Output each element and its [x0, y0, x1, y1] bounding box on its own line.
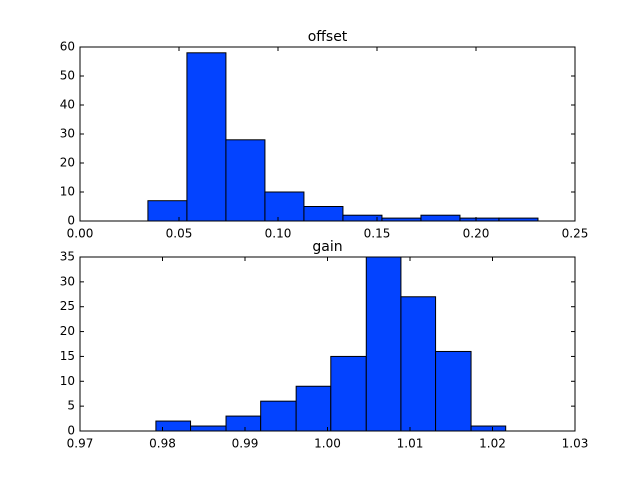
bar [225, 415, 262, 432]
chart-title: offset [308, 29, 348, 45]
bar [470, 425, 507, 432]
bar [303, 206, 344, 222]
y-tick-label: 0 [67, 424, 75, 438]
x-tick-label: 0.10 [265, 227, 292, 241]
x-tick-label: 0.05 [166, 227, 193, 241]
y-tick-label: 20 [60, 156, 75, 170]
y-tick-label: 15 [60, 349, 75, 363]
x-tick-label: 0.97 [67, 437, 94, 451]
chart-title: gain [312, 239, 342, 255]
y-tick-label: 0 [67, 214, 75, 228]
y-tick-label: 60 [60, 40, 75, 54]
bar [435, 350, 472, 432]
x-tick-label: 1.02 [479, 437, 506, 451]
bar [260, 400, 297, 432]
bar [190, 425, 227, 432]
bar [342, 214, 383, 222]
x-tick-label: 0.99 [232, 437, 259, 451]
bar [420, 214, 461, 222]
y-tick-label: 30 [60, 127, 75, 141]
bar [186, 52, 227, 222]
y-tick-label: 10 [60, 374, 75, 388]
x-tick-label: 0.15 [364, 227, 391, 241]
x-tick-label: 0.00 [67, 227, 94, 241]
x-tick-label: 0.98 [149, 437, 176, 451]
x-tick-label: 1.03 [562, 437, 589, 451]
x-tick-label: 1.01 [397, 437, 424, 451]
bar [147, 200, 188, 222]
y-tick-label: 35 [60, 250, 75, 264]
x-tick-label: 0.25 [562, 227, 589, 241]
y-tick-label: 50 [60, 69, 75, 83]
bar [365, 256, 402, 432]
bar [155, 420, 192, 432]
y-tick-label: 25 [60, 299, 75, 313]
y-tick-label: 20 [60, 324, 75, 338]
bar [225, 139, 266, 222]
x-tick-label: 1.00 [314, 437, 341, 451]
bar [295, 385, 332, 432]
y-tick-label: 40 [60, 98, 75, 112]
y-tick-label: 10 [60, 185, 75, 199]
axes-frame [79, 46, 576, 222]
bar [330, 355, 367, 432]
bar [400, 296, 437, 432]
y-tick-label: 5 [67, 399, 75, 413]
x-tick-label: 0.20 [463, 227, 490, 241]
bar [264, 191, 305, 222]
y-tick-label: 30 [60, 274, 75, 288]
